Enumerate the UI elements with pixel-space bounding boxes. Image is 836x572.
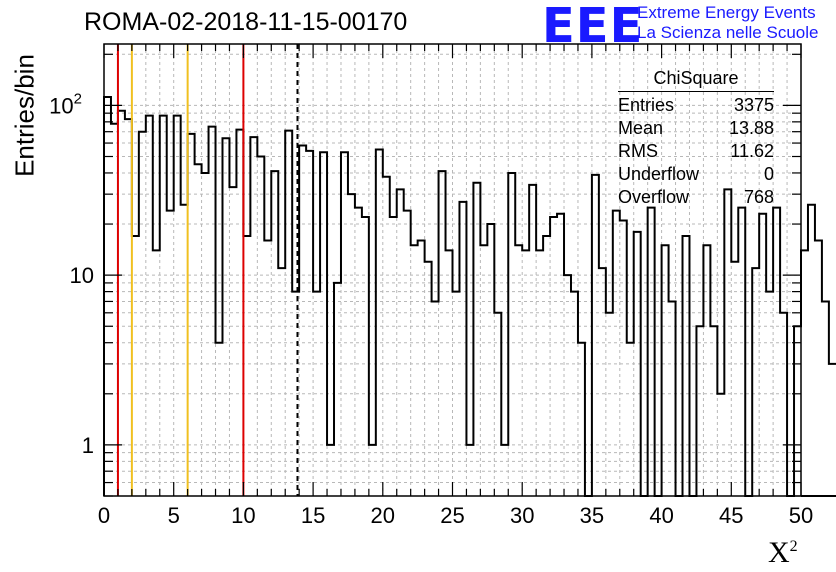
org-name-line1: Extreme Energy Events <box>637 3 816 22</box>
stats-box: ChiSquare Entries 3375 Mean 13.88 RMS 11.62… <box>612 68 774 209</box>
org-name-line2: La Scienza nelle Scuole <box>637 23 819 42</box>
eee-logo: EEE <box>542 0 644 54</box>
x-tick-label: 35 <box>580 503 604 528</box>
stats-title: ChiSquare <box>618 68 774 92</box>
stats-row-mean: Mean 13.88 <box>618 118 774 138</box>
y-axis-label: Entries/bin <box>9 54 40 177</box>
x-tick-label: 10 <box>231 503 255 528</box>
stats-row-rms: RMS 11.62 <box>618 141 774 161</box>
x-axis-label: X2 <box>768 536 798 569</box>
histogram-outline <box>103 96 836 497</box>
stats-row-underflow: Underflow 0 <box>618 164 774 184</box>
y-tick-label: 10 <box>70 263 94 288</box>
x-tick-label: 40 <box>649 503 673 528</box>
x-tick-label: 5 <box>168 503 180 528</box>
y-tick-label: 1 <box>82 433 94 458</box>
x-tick-label: 20 <box>371 503 395 528</box>
x-tick-label: 45 <box>719 503 743 528</box>
stats-row-overflow: Overflow 768 <box>618 187 774 207</box>
x-tick-label: 30 <box>510 503 534 528</box>
x-tick-label: 50 <box>789 503 813 528</box>
run-title: ROMA-02-2018-11-15-00170 <box>84 8 408 36</box>
x-tick-label: 15 <box>301 503 325 528</box>
x-tick-label: 25 <box>440 503 464 528</box>
y-tick-label: 102 <box>49 90 82 118</box>
x-tick-label: 0 <box>98 503 110 528</box>
stats-row-entries: Entries 3375 <box>618 95 774 115</box>
